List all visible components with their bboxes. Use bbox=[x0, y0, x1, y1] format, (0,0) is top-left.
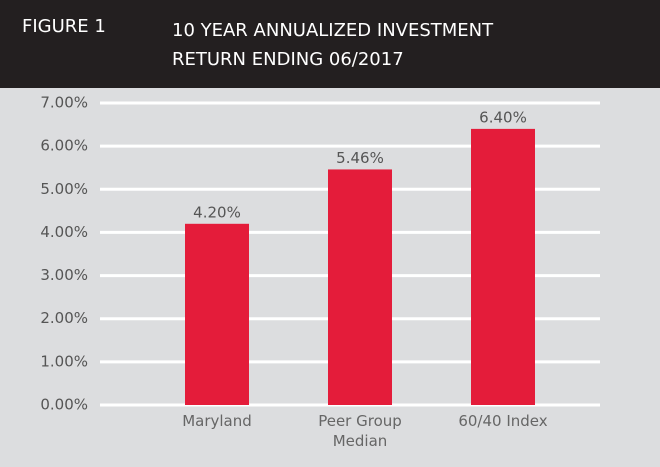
x-tick-label: Peer Group Median bbox=[318, 412, 402, 450]
y-tick-label: 7.00% bbox=[40, 94, 88, 112]
y-tick-label: 1.00% bbox=[40, 352, 88, 370]
bar bbox=[328, 169, 392, 405]
value-label: 6.40% bbox=[479, 108, 527, 126]
y-tick-label: 3.00% bbox=[40, 266, 88, 284]
x-tick-label: 60/40 Index bbox=[458, 412, 548, 430]
bar bbox=[471, 128, 535, 405]
y-tick-label: 6.00% bbox=[40, 137, 88, 155]
bar bbox=[185, 223, 249, 405]
chart-title: 10 YEAR ANNUALIZED INVESTMENT RETURN END… bbox=[172, 16, 493, 74]
value-label: 5.46% bbox=[336, 149, 384, 167]
y-tick-label: 0.00% bbox=[40, 396, 88, 414]
title-line: 10 YEAR ANNUALIZED INVESTMENT bbox=[172, 20, 494, 41]
y-tick-label: 5.00% bbox=[40, 180, 88, 198]
title-line: RETURN ENDING 06/2017 bbox=[172, 49, 404, 70]
x-tick-label: Maryland bbox=[182, 412, 252, 430]
y-tick-label: 2.00% bbox=[40, 309, 88, 327]
figure-label: FIGURE 1 bbox=[22, 16, 106, 37]
value-label: 4.20% bbox=[193, 203, 241, 221]
y-tick-label: 4.00% bbox=[40, 223, 88, 241]
header: FIGURE 1 10 YEAR ANNUALIZED INVESTMENT R… bbox=[0, 0, 660, 88]
